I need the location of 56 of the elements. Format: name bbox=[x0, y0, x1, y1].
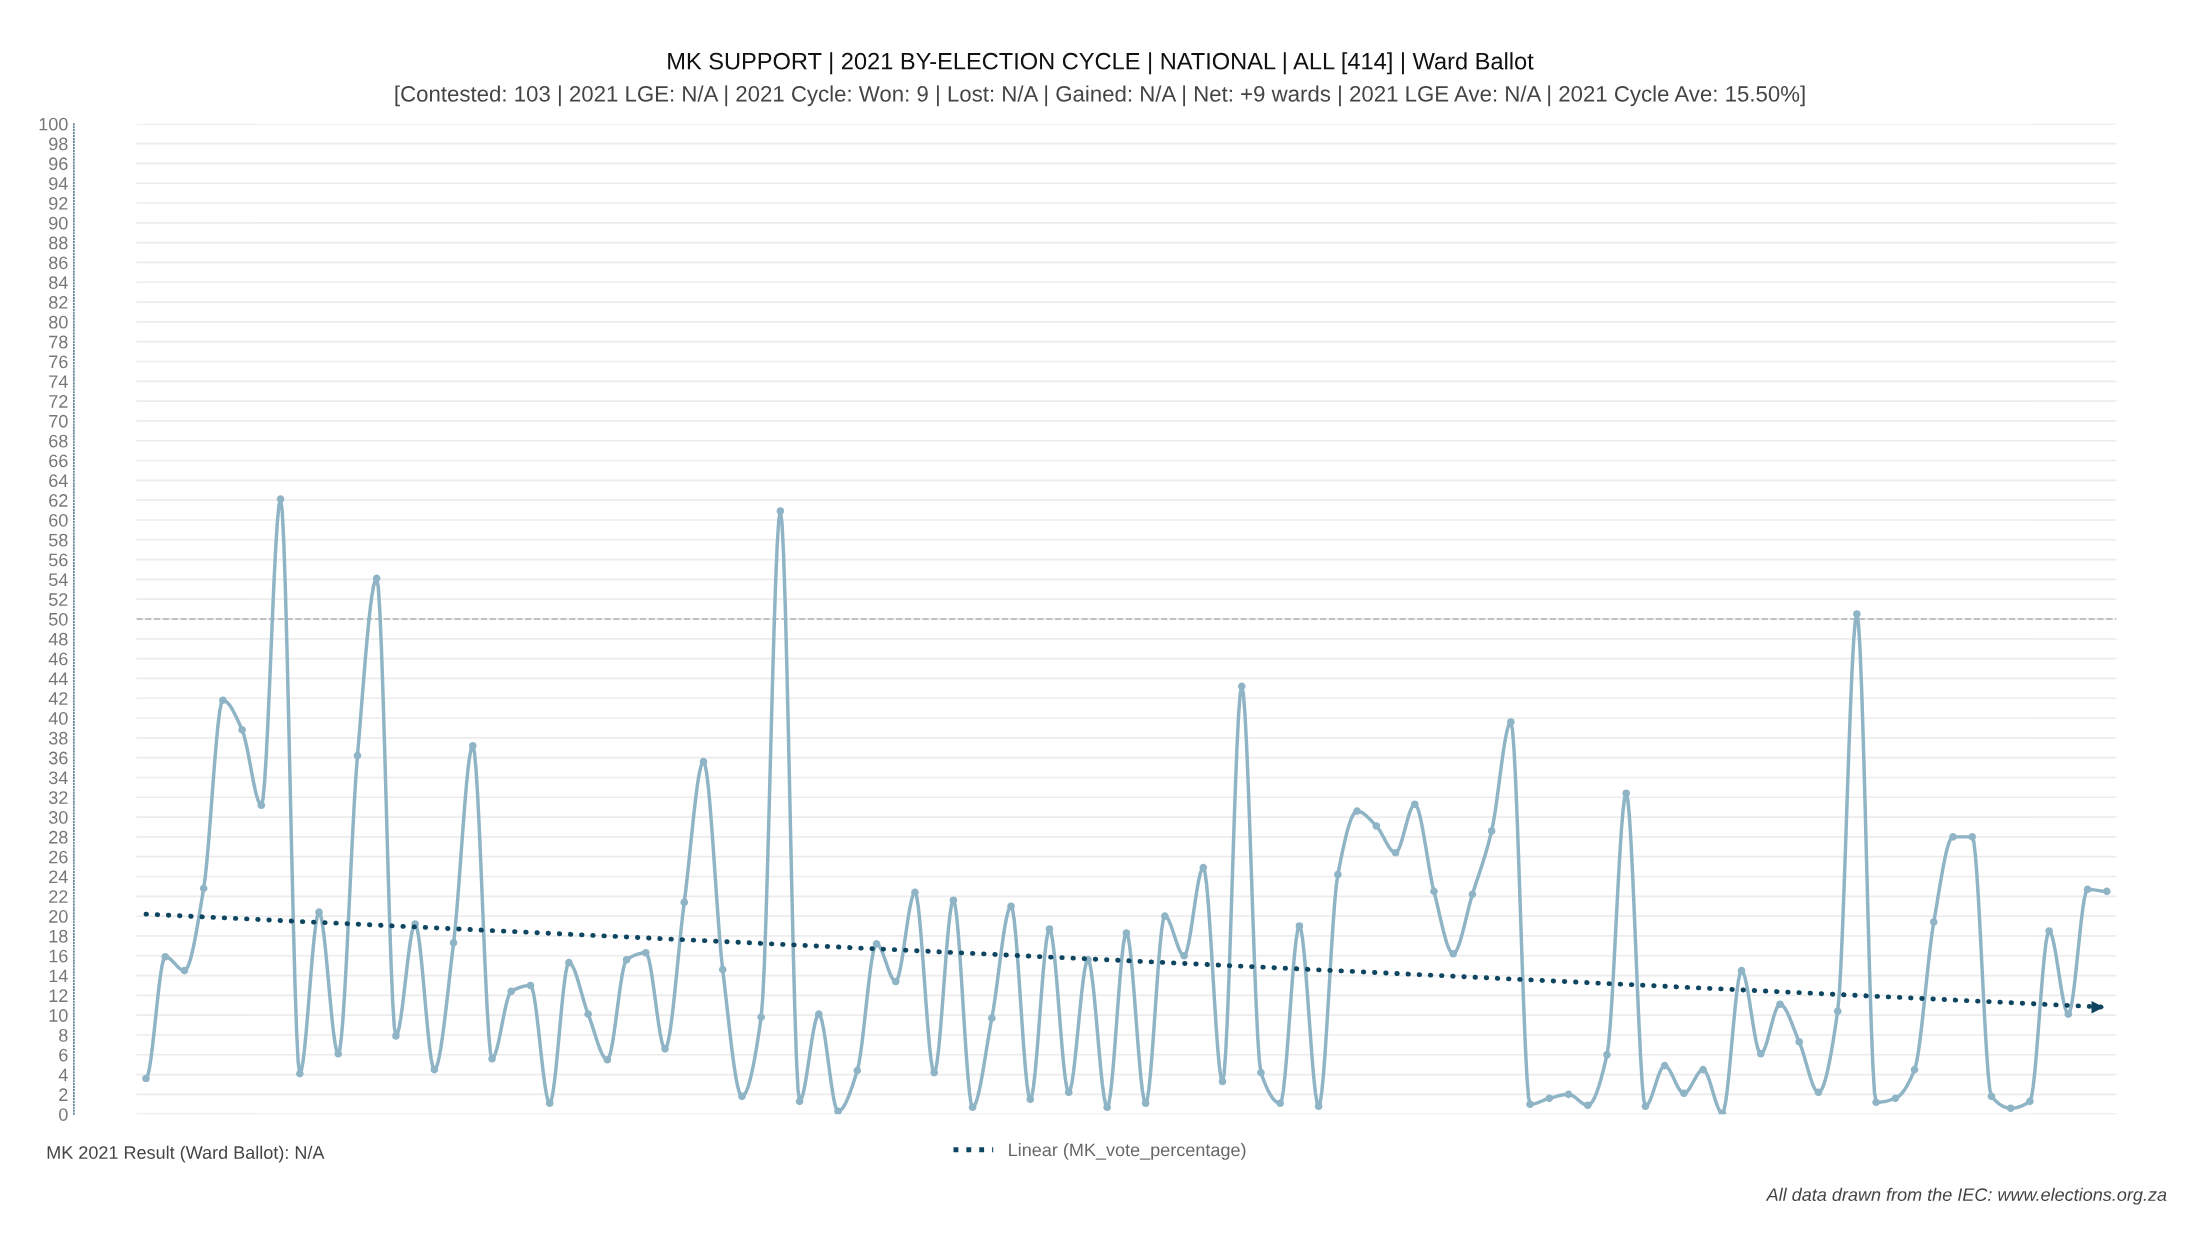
y-tick-label: 24 bbox=[49, 870, 68, 884]
y-tick-label: 66 bbox=[49, 454, 68, 468]
y-tick-label: 46 bbox=[48, 652, 68, 666]
y-tick-label: 74 bbox=[49, 375, 68, 388]
y-tick-label: 100 bbox=[39, 117, 68, 131]
y-tick-label: 56 bbox=[48, 553, 68, 567]
y-tick-label: 82 bbox=[49, 296, 68, 309]
y-tick-label: 34 bbox=[48, 771, 68, 785]
y-tick-label: 28 bbox=[49, 830, 68, 844]
y-tick-label: 68 bbox=[49, 434, 68, 448]
y-tick-label: 30 bbox=[48, 811, 68, 824]
y-tick-label: 12 bbox=[49, 989, 68, 1002]
y-tick-label: 32 bbox=[48, 791, 68, 804]
y-tick-label: 16 bbox=[49, 949, 68, 963]
y-tick-label: 76 bbox=[49, 355, 68, 369]
y-tick-label: 96 bbox=[49, 157, 68, 171]
y-tick-label: 26 bbox=[49, 850, 68, 864]
y-tick-label: 86 bbox=[49, 256, 68, 270]
y-tick-label: 14 bbox=[49, 969, 68, 983]
y-tick-label: 70 bbox=[49, 414, 68, 428]
y-tick-label: 62 bbox=[49, 494, 68, 507]
y-tick-label: 64 bbox=[49, 474, 68, 488]
y-tick-label: 60 bbox=[49, 513, 68, 527]
y-tick-label: 6 bbox=[59, 1048, 68, 1062]
y-tick-label: 4 bbox=[58, 1068, 68, 1082]
y-tick-label: 0 bbox=[59, 1108, 68, 1121]
y-tick-label: 78 bbox=[49, 335, 68, 349]
y-tick-label: 36 bbox=[48, 751, 68, 765]
y-tick-label: 38 bbox=[48, 731, 68, 745]
y-tick-label: 90 bbox=[49, 216, 68, 230]
y-tick-label: 92 bbox=[49, 196, 68, 210]
y-tick-label: 50 bbox=[48, 612, 68, 626]
y-tick-label: 18 bbox=[49, 929, 68, 943]
text: All data drawn from the IEC: www.elections.org.za bbox=[1765, 1187, 2167, 1205]
y-tick-label: 42 bbox=[48, 692, 68, 705]
y-tick-label: 20 bbox=[49, 910, 68, 923]
y-tick-label: 94 bbox=[49, 177, 68, 190]
y-tick-label: 40 bbox=[48, 711, 68, 725]
y-tick-label: 72 bbox=[49, 395, 68, 408]
chart-title: MK SUPPORT | 2021 BY-ELECTION CYCLE | NATIONAL | ALL [414] | Ward Ballot bbox=[668, 52, 1534, 75]
y-tick-label: 88 bbox=[49, 236, 68, 250]
y-tick-label: 84 bbox=[49, 276, 68, 289]
y-tick-label: 8 bbox=[59, 1028, 68, 1042]
y-tick-label: 54 bbox=[48, 573, 68, 587]
y-tick-label: 48 bbox=[48, 632, 68, 646]
y-tick-label: 98 bbox=[49, 137, 68, 151]
y-tick-label: 22 bbox=[49, 890, 68, 903]
y-tick-label: 80 bbox=[49, 315, 68, 329]
y-tick-label: 10 bbox=[49, 1009, 68, 1022]
y-tick-label: 58 bbox=[48, 533, 68, 547]
text: MK 2021 Result (Ward Ballot): N/A bbox=[47, 1145, 325, 1163]
legend-label: Linear (MK_vote_percentage) bbox=[1009, 1143, 1246, 1160]
chart-subtitle: [Contested: 103 | 2021 LGE: N/A | 2021 Cycle: Won: 9 | Lost: N/A | Gained: N/A | Net: +9 wards | 2021 LGE Ave: N/A | 2021 Cycle Ave: 15.50%] bbox=[395, 85, 1805, 107]
y-tick-label: 2 bbox=[59, 1088, 68, 1101]
y-tick-label: 44 bbox=[48, 672, 68, 685]
y-tick-label: 52 bbox=[48, 593, 68, 606]
